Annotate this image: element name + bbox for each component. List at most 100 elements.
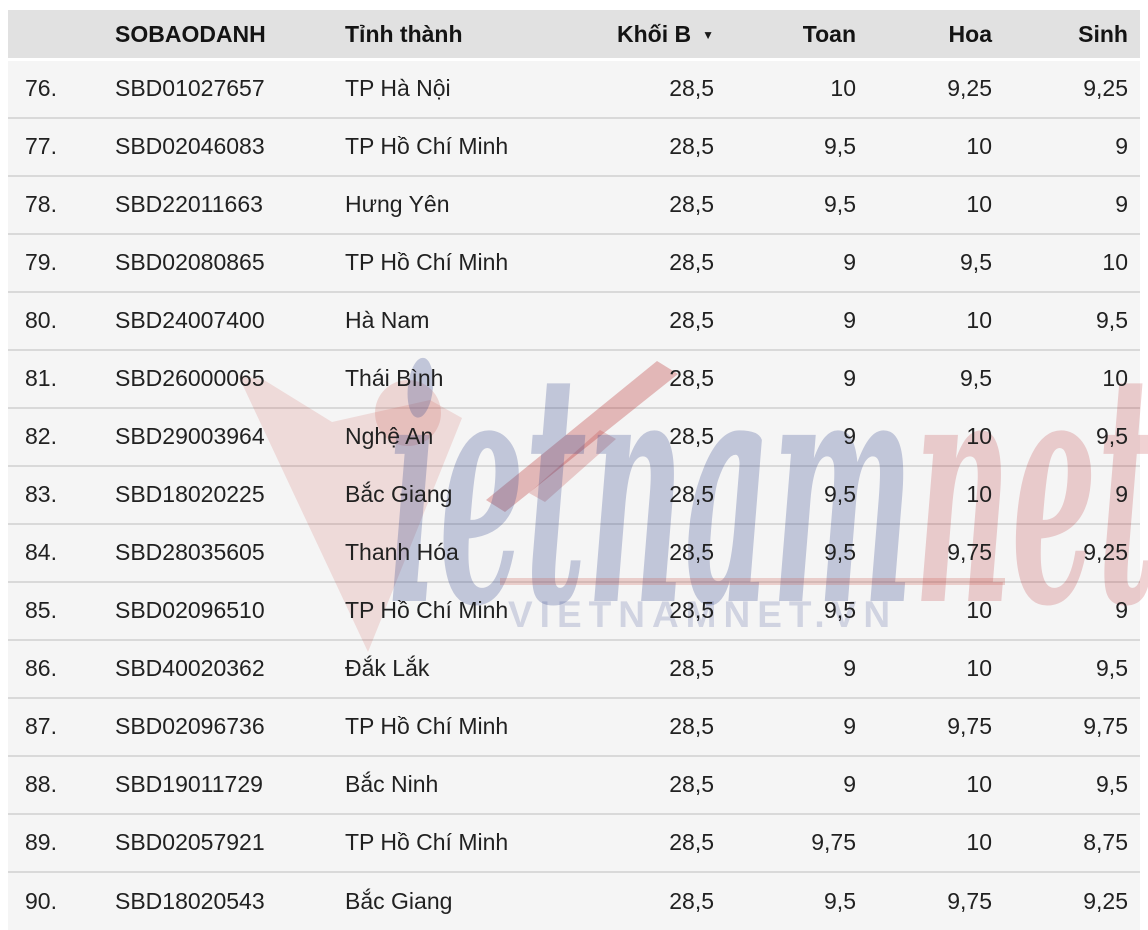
hoa-cell: 10 — [864, 464, 1000, 524]
hoa-cell: 9,75 — [864, 870, 1000, 930]
province-cell: TP Hà Nội — [345, 75, 451, 102]
hoa-cell: 10 — [864, 754, 1000, 814]
sinh-cell: 9,5 — [1000, 290, 1140, 350]
sbd-cell: SBD18020543 — [100, 870, 330, 930]
toan-cell: 9 — [722, 754, 864, 814]
toan-cell: 9,75 — [722, 812, 864, 872]
khoi-b-cell: 28,5 — [596, 522, 722, 582]
table-row: 87. SBD02096736 TP Hồ Chí Minh 28,5 9 9,75 9,7… — [8, 696, 1140, 756]
khoi-b-cell: 28,5 — [596, 464, 722, 524]
row-index-cell: 85. — [8, 580, 100, 640]
khoi-b-label: Khối B — [617, 20, 692, 47]
sinh-cell: 9,75 — [1000, 696, 1140, 756]
col-header-tinh-thanh: Tỉnh thành — [330, 10, 596, 61]
row-index-cell: 89. — [8, 812, 100, 872]
toan-cell: 9 — [722, 696, 864, 756]
col-header-sobaodanh: SOBAODANH — [100, 10, 330, 61]
row-index-cell: 90. — [8, 870, 100, 930]
table-row: 85. SBD02096510 TP Hồ Chí Minh 28,5 9,5 10 9 — [8, 580, 1140, 640]
sbd-cell: SBD29003964 — [100, 406, 330, 466]
sbd-cell: SBD40020362 — [100, 638, 330, 698]
sinh-cell: 9 — [1000, 116, 1140, 176]
sbd-cell: SBD22011663 — [100, 174, 330, 234]
khoi-b-cell: 28,5 — [596, 638, 722, 698]
hoa-cell: 9,75 — [864, 696, 1000, 756]
sinh-cell: 9 — [1000, 580, 1140, 640]
sbd-cell: SBD02080865 — [100, 232, 330, 292]
sbd-cell: SBD24007400 — [100, 290, 330, 350]
toan-cell: 9 — [722, 232, 864, 292]
khoi-b-cell: 28,5 — [596, 754, 722, 814]
toan-cell: 9 — [722, 348, 864, 408]
row-index-cell: 83. — [8, 464, 100, 524]
hoa-cell: 9,75 — [864, 522, 1000, 582]
row-index-cell: 76. — [25, 75, 57, 102]
table-row: 82. SBD29003964 Nghệ An 28,5 9 10 9,5 — [8, 406, 1140, 466]
table-row: 80. SBD24007400 Hà Nam 28,5 9 10 9,5 — [8, 290, 1140, 350]
toan-cell: 9 — [722, 638, 864, 698]
hoa-cell: 9,25 — [947, 75, 992, 102]
table-row: 86. SBD40020362 Đắk Lắk 28,5 9 10 9,5 — [8, 638, 1140, 698]
sbd-cell: SBD28035605 — [100, 522, 330, 582]
hoa-cell: 10 — [864, 174, 1000, 234]
score-table-container: SOBAODANH Tỉnh thành Khối B ▼ Toan Hoa Si… — [8, 10, 1140, 930]
row-index-cell: 86. — [8, 638, 100, 698]
row-index-cell: 81. — [8, 348, 100, 408]
sinh-cell: 9,25 — [1000, 870, 1140, 930]
khoi-b-cell: 28,5 — [669, 75, 714, 102]
khoi-b-cell: 28,5 — [596, 696, 722, 756]
sbd-cell: SBD02046083 — [100, 116, 330, 176]
sinh-cell: 9,25 — [1083, 75, 1128, 102]
toan-cell: 10 — [830, 75, 856, 102]
province-cell: Hà Nam — [330, 290, 596, 350]
table-row: 79. SBD02080865 TP Hồ Chí Minh 28,5 9 9,5 10 — [8, 232, 1140, 292]
table-row: 76. SBD01027657 TP Hà Nội 28,5 10 9,25 9,25 — [8, 59, 1140, 118]
sbd-cell: SBD02057921 — [100, 812, 330, 872]
province-cell: Nghệ An — [330, 406, 596, 466]
sinh-cell: 9,25 — [1000, 522, 1140, 582]
sinh-cell: 10 — [1000, 348, 1140, 408]
khoi-b-cell: 28,5 — [596, 870, 722, 930]
row-index-cell: 77. — [8, 116, 100, 176]
hoa-cell: 10 — [864, 290, 1000, 350]
sinh-cell: 9 — [1000, 464, 1140, 524]
toan-cell: 9,5 — [722, 464, 864, 524]
header-row: SOBAODANH Tỉnh thành Khối B ▼ Toan Hoa Si… — [8, 10, 1140, 61]
toan-cell: 9 — [722, 406, 864, 466]
province-cell: Thanh Hóa — [330, 522, 596, 582]
sinh-cell: 9,5 — [1000, 638, 1140, 698]
province-cell: TP Hồ Chí Minh — [330, 116, 596, 176]
table-row: 83. SBD18020225 Bắc Giang 28,5 9,5 10 9 — [8, 464, 1140, 524]
hoa-cell: 10 — [864, 812, 1000, 872]
khoi-b-cell: 28,5 — [596, 116, 722, 176]
hoa-cell: 9,5 — [864, 348, 1000, 408]
sinh-cell: 9 — [1000, 174, 1140, 234]
toan-cell: 9,5 — [722, 174, 864, 234]
sbd-cell: SBD26000065 — [100, 348, 330, 408]
khoi-b-cell: 28,5 — [596, 232, 722, 292]
sbd-cell: SBD02096510 — [100, 580, 330, 640]
sbd-cell: SBD18020225 — [100, 464, 330, 524]
province-cell: TP Hồ Chí Minh — [330, 696, 596, 756]
khoi-b-cell: 28,5 — [596, 580, 722, 640]
sbd-cell: SBD19011729 — [100, 754, 330, 814]
province-cell: Hưng Yên — [330, 174, 596, 234]
col-header-khoi-b-dropdown[interactable]: Khối B ▼ — [596, 10, 722, 61]
khoi-b-cell: 28,5 — [596, 290, 722, 350]
sbd-cell: SBD02096736 — [100, 696, 330, 756]
toan-cell: 9,5 — [722, 116, 864, 176]
col-header-index — [8, 10, 100, 61]
hoa-cell: 10 — [864, 116, 1000, 176]
row-index-cell: 80. — [8, 290, 100, 350]
province-cell: TP Hồ Chí Minh — [330, 580, 596, 640]
khoi-b-cell: 28,5 — [596, 174, 722, 234]
sinh-cell: 10 — [1000, 232, 1140, 292]
toan-cell: 9 — [722, 290, 864, 350]
sbd-cell: SBD01027657 — [115, 75, 265, 102]
col-header-hoa: Hoa — [864, 10, 1000, 61]
province-cell: Đắk Lắk — [330, 638, 596, 698]
khoi-b-cell: 28,5 — [596, 348, 722, 408]
hoa-cell: 10 — [864, 580, 1000, 640]
row-index-cell: 84. — [8, 522, 100, 582]
province-cell: Thái Bình — [330, 348, 596, 408]
